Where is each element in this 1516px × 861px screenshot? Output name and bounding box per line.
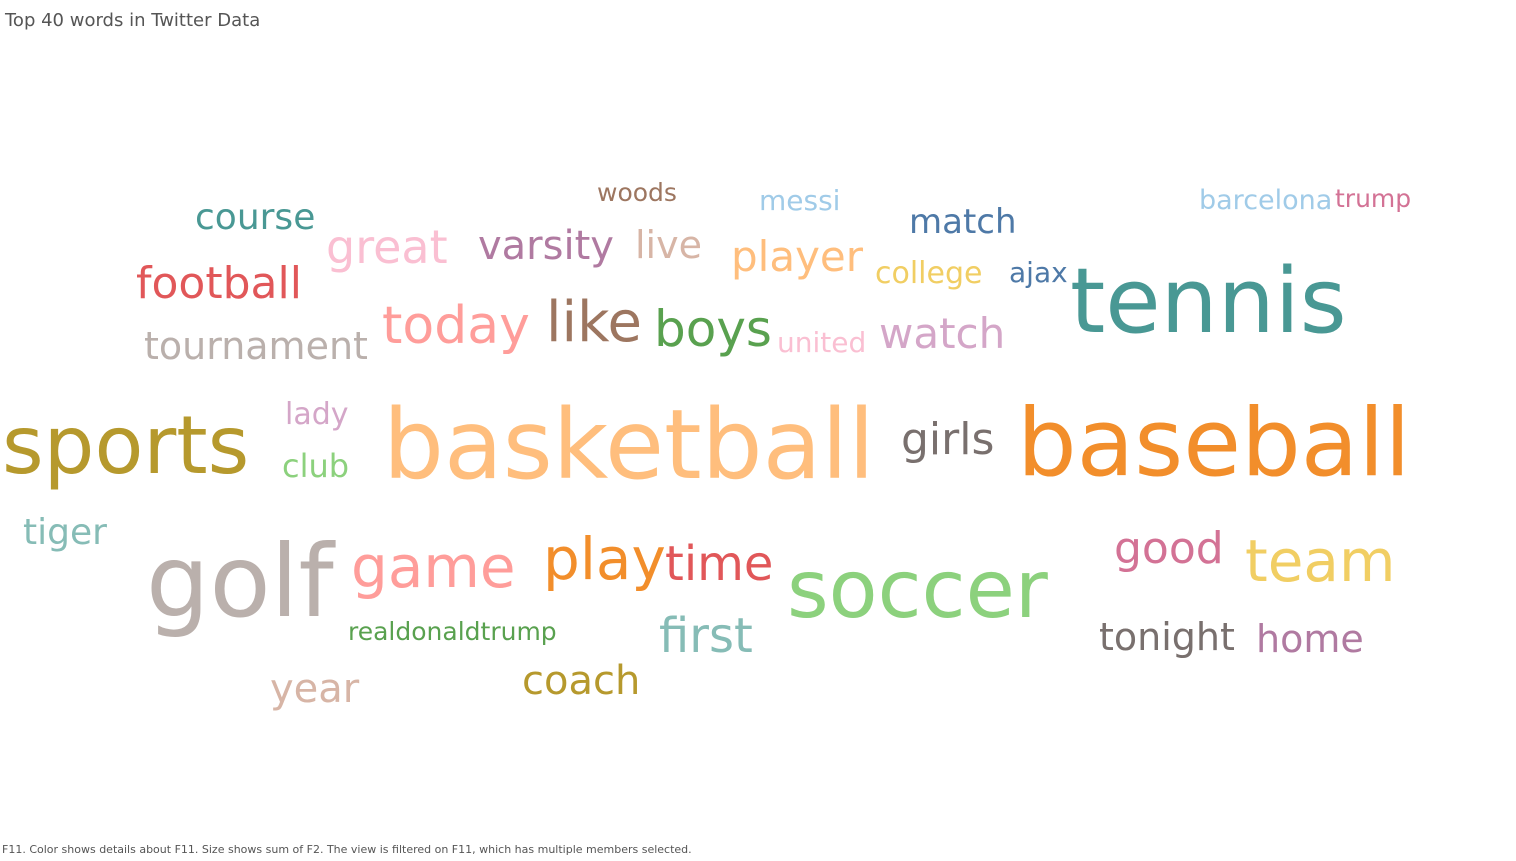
word-messi: messi xyxy=(759,184,841,217)
word-woods: woods xyxy=(597,178,677,207)
word-great: great xyxy=(326,220,448,274)
word-basketball: basketball xyxy=(383,389,875,501)
word-team: team xyxy=(1245,527,1396,595)
word-football: football xyxy=(136,258,302,309)
word-tonight: tonight xyxy=(1099,615,1235,659)
word-lady: lady xyxy=(285,397,349,432)
word-barcelona: barcelona xyxy=(1199,185,1333,216)
word-soccer: soccer xyxy=(787,543,1048,636)
word-college: college xyxy=(875,256,983,291)
word-match: match xyxy=(909,202,1017,242)
word-sports: sports xyxy=(2,399,250,492)
word-watch: watch xyxy=(879,309,1006,358)
word-united: united xyxy=(777,326,867,359)
word-play: play xyxy=(543,525,666,593)
word-live: live xyxy=(635,223,702,267)
word-ajax: ajax xyxy=(1009,256,1068,289)
word-good: good xyxy=(1114,523,1224,574)
word-tennis: tennis xyxy=(1070,249,1347,354)
word-coach: coach xyxy=(522,658,641,704)
word-golf: golf xyxy=(146,523,334,640)
word-year: year xyxy=(270,666,360,712)
word-first: first xyxy=(659,608,753,664)
word-realdonaldtrump: realdonaldtrump xyxy=(348,617,557,646)
word-player: player xyxy=(731,232,864,281)
word-game: game xyxy=(351,533,516,601)
word-time: time xyxy=(665,536,774,592)
word-baseball: baseball xyxy=(1017,389,1411,498)
word-today: today xyxy=(382,296,530,356)
word-boys: boys xyxy=(654,300,772,358)
word-tournament: tournament xyxy=(144,324,368,368)
word-club: club xyxy=(282,447,350,485)
word-tiger: tiger xyxy=(23,512,107,553)
word-course: course xyxy=(195,197,316,238)
chart-caption: F11. Color shows details about F11. Size… xyxy=(2,843,692,856)
word-varsity: varsity xyxy=(478,223,614,269)
word-home: home xyxy=(1256,617,1364,661)
word-girls: girls xyxy=(901,414,995,465)
chart-title: Top 40 words in Twitter Data xyxy=(5,10,261,31)
word-trump: trump xyxy=(1335,184,1412,213)
word-like: like xyxy=(546,290,643,355)
